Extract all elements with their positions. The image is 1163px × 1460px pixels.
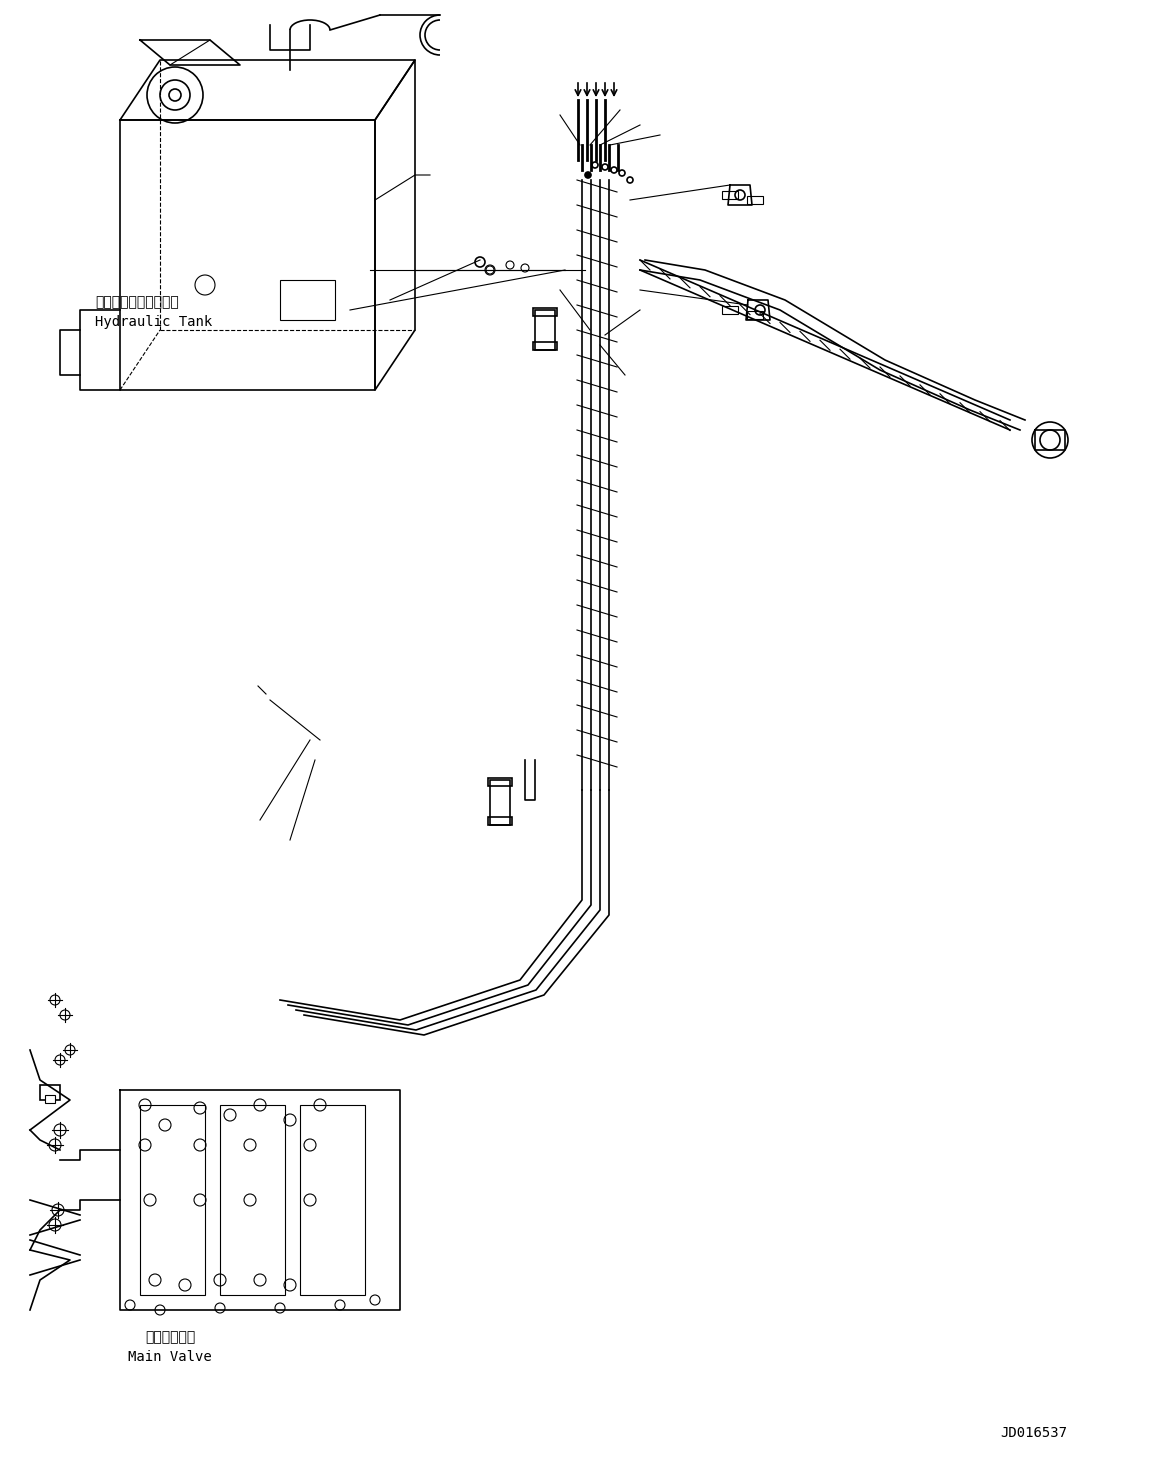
Bar (533, 308, 557, 315)
Bar (722, 307, 739, 314)
Bar (220, 1105, 285, 1295)
Bar (533, 342, 557, 350)
Bar (140, 1105, 205, 1295)
Bar (280, 280, 335, 320)
Bar (45, 1095, 55, 1102)
Bar (490, 780, 511, 825)
Text: ハイドロリックタンク: ハイドロリックタンク (95, 295, 179, 310)
Text: Main Valve: Main Valve (128, 1350, 212, 1364)
Bar (300, 1105, 365, 1295)
Text: Hydraulic Tank: Hydraulic Tank (95, 315, 213, 328)
Bar (722, 191, 739, 199)
Circle shape (585, 172, 591, 178)
Bar (488, 818, 512, 825)
Bar (40, 1085, 60, 1099)
Bar (488, 778, 512, 785)
Bar (747, 196, 763, 204)
Text: メインバルブ: メインバルブ (145, 1330, 195, 1345)
Text: JD016537: JD016537 (1000, 1426, 1066, 1440)
Bar (747, 311, 763, 318)
Bar (535, 310, 555, 350)
